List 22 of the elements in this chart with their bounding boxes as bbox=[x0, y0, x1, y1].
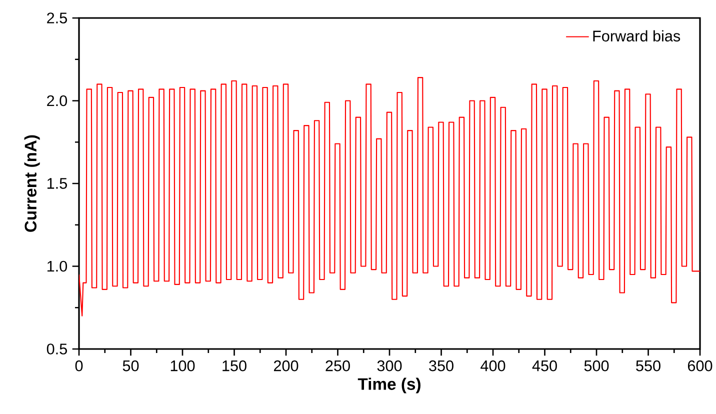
x-tick-label: 450 bbox=[532, 360, 557, 372]
x-tick-label: 500 bbox=[584, 360, 609, 372]
y-tick-label: 1.5 bbox=[47, 178, 67, 189]
x-tick-label: 400 bbox=[480, 360, 506, 372]
y-tick-label: 0.5 bbox=[46, 344, 67, 354]
x-tick-label: 150 bbox=[222, 360, 246, 372]
x-tick-label: 200 bbox=[274, 360, 298, 372]
x-tick-label: 300 bbox=[377, 360, 402, 372]
y-tick-label: 2.0 bbox=[47, 95, 68, 106]
x-tick-label: 0 bbox=[75, 360, 83, 372]
y-tick-label: 1.0 bbox=[47, 260, 68, 272]
line-series bbox=[79, 77, 700, 316]
x-axis-title: Time (s) bbox=[358, 378, 420, 394]
y-axis-title: Current (nA) bbox=[24, 135, 40, 232]
x-tick-label: 550 bbox=[636, 360, 660, 372]
x-tick-label: 350 bbox=[429, 360, 454, 372]
legend-label: Forward bias bbox=[593, 30, 680, 42]
x-tick-label: 600 bbox=[688, 360, 712, 372]
x-tick-label: 100 bbox=[170, 360, 195, 372]
y-tick-label: 2.5 bbox=[47, 12, 67, 24]
x-tick-label: 250 bbox=[326, 360, 350, 372]
x-tick-label: 50 bbox=[122, 360, 139, 372]
